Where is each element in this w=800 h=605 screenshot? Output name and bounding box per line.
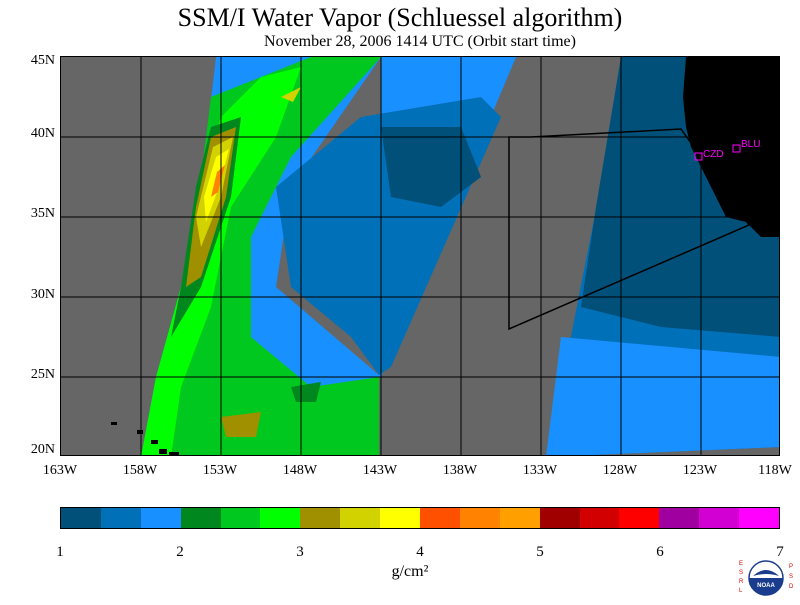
map-subtitle: November 28, 2006 1414 UTC (Orbit start …	[264, 33, 576, 50]
svg-text:D: D	[789, 584, 794, 590]
colorbar-tick-6: 6	[656, 544, 664, 560]
lon-label-158w: 158W	[122, 463, 158, 478]
colorbar-tick-7: 7	[776, 544, 784, 560]
colorbar-swatch	[180, 508, 221, 528]
colorbar-tick-5: 5	[536, 544, 544, 560]
colorbar-units: g/cm²	[391, 563, 429, 580]
colorbar	[60, 507, 780, 529]
colorbar-tick-4: 4	[416, 544, 424, 560]
lon-label-143w: 143W	[362, 463, 398, 478]
colorbar-swatch	[260, 508, 301, 528]
colorbar-swatch	[459, 508, 500, 528]
colorbar-swatch	[300, 508, 341, 528]
svg-text:L: L	[739, 588, 743, 594]
region-outline	[508, 128, 751, 331]
colorbar-swatch	[739, 508, 780, 528]
station-markers: CZD BLU	[694, 139, 760, 161]
colorbar-swatch	[619, 508, 660, 528]
colorbar-swatch	[539, 508, 580, 528]
lat-label-25n: 25N	[30, 367, 55, 382]
lon-label-163w: 163W	[42, 463, 78, 478]
colorbar-swatch	[140, 508, 181, 528]
map-grid	[61, 57, 779, 455]
islands	[111, 422, 179, 455]
lat-label-40n: 40N	[30, 126, 55, 141]
lon-label-128w: 128W	[602, 463, 638, 478]
lon-label-138w: 138W	[442, 463, 478, 478]
map-canvas: CZD BLU	[61, 57, 779, 455]
lat-label-45n: 45N	[30, 53, 55, 68]
lat-label-30n: 30N	[30, 287, 55, 302]
colorbar-tick-2: 2	[176, 544, 184, 560]
lon-label-133w: 133W	[522, 463, 558, 478]
colorbar-swatch	[420, 508, 460, 528]
water-vapor-map: CZD BLU	[60, 56, 780, 456]
colorbar-tick-3: 3	[296, 544, 304, 560]
colorbar-swatch	[220, 508, 261, 528]
svg-text:S: S	[739, 570, 743, 576]
colorbar-swatch	[699, 508, 740, 528]
noaa-logo-icon: NOAA E S R L P S D	[739, 560, 794, 596]
colorbar-swatch	[499, 508, 540, 528]
colorbar-tick-1: 1	[56, 544, 64, 560]
svg-text:S: S	[789, 574, 793, 580]
land-mass	[683, 57, 779, 237]
lon-label-153w: 153W	[202, 463, 238, 478]
colorbar-swatch	[380, 508, 421, 528]
lon-label-123w: 123W	[682, 463, 718, 478]
svg-text:E: E	[739, 561, 743, 567]
colorbar-swatch	[659, 508, 700, 528]
lat-label-20n: 20N	[30, 442, 55, 457]
esrl-psd-logo: NOAA E S R L P S D	[735, 556, 797, 600]
left-swath	[141, 57, 381, 455]
svg-text:NOAA: NOAA	[757, 583, 775, 589]
svg-text:P: P	[789, 564, 793, 570]
colorbar-swatch	[340, 508, 381, 528]
lat-label-35n: 35N	[30, 206, 55, 221]
svg-text:R: R	[739, 579, 744, 585]
lon-label-118w: 118W	[758, 463, 792, 478]
map-title: SSM/I Water Vapor (Schluessel algorithm)	[177, 3, 623, 32]
station-label-blu: BLU	[741, 139, 760, 150]
colorbar-swatch	[579, 508, 620, 528]
colorbar-swatch	[61, 508, 101, 528]
station-label-czd: CZD	[703, 149, 724, 160]
colorbar-swatch	[100, 508, 141, 528]
lon-label-148w: 148W	[282, 463, 318, 478]
